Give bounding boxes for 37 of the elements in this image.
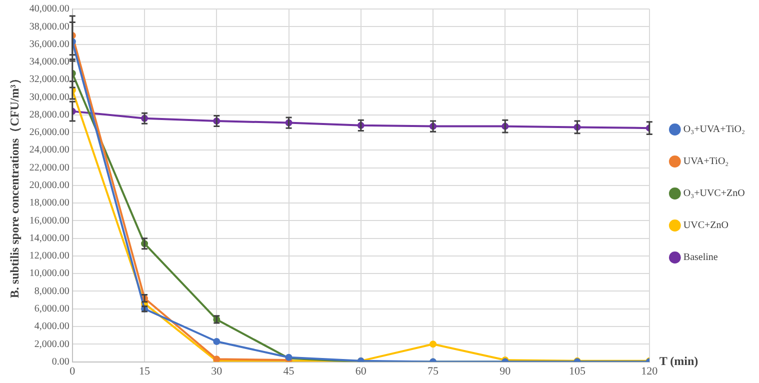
- y-tick-label: 30,000.00: [29, 92, 70, 103]
- y-tick-label: 10,000.00: [29, 268, 70, 280]
- y-tick-label: 16,000.00: [29, 215, 70, 226]
- x-tick-label: 90: [500, 365, 512, 378]
- y-tick-label: 24,000.00: [29, 144, 70, 156]
- y-tick-label: 2,000.00: [34, 338, 70, 350]
- x-axis-title: T (min): [659, 354, 698, 368]
- legend-label: O₃+UVA+TiO₂: [683, 124, 746, 136]
- y-axis-title: B. subtilis spore concentrations（CFU/m³）: [7, 72, 22, 298]
- y-tick-label: 22,000.00: [29, 162, 70, 174]
- y-tick-label: 18,000.00: [29, 198, 70, 209]
- legend-label: UVA+TiO₂: [683, 156, 729, 168]
- y-tick-label: 40,000.00: [29, 4, 70, 15]
- x-tick-label: 15: [139, 365, 151, 378]
- y-tick-label: 26,000.00: [29, 127, 70, 138]
- x-tick-label: 120: [641, 365, 658, 378]
- x-tick-label: 105: [569, 365, 586, 378]
- x-tick-label: 0: [70, 365, 76, 378]
- y-tick-label: 20,000.00: [29, 180, 70, 192]
- y-tick-label: 6,000.00: [34, 304, 70, 315]
- x-tick-label: 60: [355, 365, 367, 378]
- y-tick-label: 34,000.00: [29, 56, 70, 68]
- y-tick-label: 36,000.00: [29, 38, 70, 50]
- y-tick-label: 12,000.00: [29, 250, 70, 262]
- y-tick-label: 14,000.00: [29, 232, 70, 244]
- x-tick-label: 30: [211, 365, 223, 378]
- legend-label: Baseline: [683, 252, 718, 264]
- y-tick-label: 38,000.00: [29, 21, 70, 32]
- y-tick-label: 0.00: [52, 356, 70, 368]
- y-tick-label: 28,000.00: [29, 109, 70, 120]
- y-tick-label: 8,000.00: [34, 286, 70, 297]
- legend-label: O₃+UVC+ZnO: [683, 188, 745, 200]
- y-tick-label: 4,000.00: [34, 321, 70, 332]
- x-tick-label: 45: [283, 365, 295, 378]
- legend-label: UVC+ZnO: [683, 220, 728, 232]
- x-tick-label: 75: [428, 365, 440, 378]
- y-tick-label: 32,000.00: [29, 74, 70, 86]
